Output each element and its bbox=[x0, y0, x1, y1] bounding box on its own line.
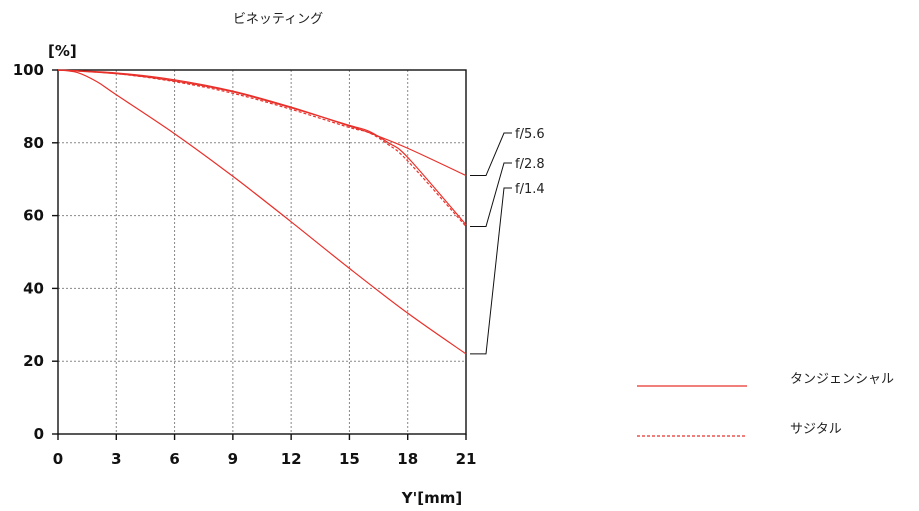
y-tick-label: 60 bbox=[23, 207, 44, 225]
x-tick-label: 15 bbox=[339, 450, 360, 468]
annotation-label: f/5.6 bbox=[515, 127, 545, 142]
series-line-f-5-6-solid bbox=[57, 69, 467, 177]
plot-frame bbox=[57, 69, 467, 435]
annotation-leader-line bbox=[470, 132, 512, 177]
x-tick-labels: 0 3 6 9 12 15 18 21 bbox=[53, 450, 477, 468]
chart-title: ビネッティング bbox=[233, 12, 323, 27]
y-tick-label: 20 bbox=[23, 352, 44, 370]
series-line-f-5-6-dashed bbox=[57, 69, 467, 227]
x-axis-label: Y'[mm] bbox=[401, 489, 462, 507]
series-annotations: f/5.6 f/2.8 f/1.4 bbox=[470, 127, 545, 355]
series-line-f-1-4-solid bbox=[57, 69, 467, 355]
annotation-leader-line bbox=[470, 162, 512, 228]
y-tick-label: 80 bbox=[23, 134, 44, 152]
annotation-label: f/2.8 bbox=[515, 157, 545, 172]
y-tick-label: 0 bbox=[34, 425, 44, 443]
axes bbox=[52, 69, 467, 440]
series-lines bbox=[57, 69, 467, 355]
annotation-label: f/1.4 bbox=[515, 182, 545, 197]
legend-label: タンジェンシャル bbox=[790, 372, 894, 387]
x-tick-label: 0 bbox=[53, 450, 63, 468]
y-tick-label: 100 bbox=[13, 61, 44, 79]
y-tick-label: 40 bbox=[23, 279, 44, 297]
x-tick-label: 21 bbox=[456, 450, 477, 468]
y-axis-unit-label: [%] bbox=[48, 42, 77, 60]
y-tick-labels: 0 20 40 60 80 100 bbox=[13, 61, 44, 443]
legend-label: サジタル bbox=[790, 422, 842, 437]
series-line-f-2-8-solid bbox=[57, 69, 467, 226]
x-tick-label: 18 bbox=[397, 450, 418, 468]
x-tick-label: 9 bbox=[228, 450, 238, 468]
x-tick-label: 6 bbox=[169, 450, 179, 468]
x-tick-label: 12 bbox=[281, 450, 302, 468]
grid bbox=[58, 70, 466, 434]
annotation-leader-line bbox=[470, 187, 512, 355]
x-tick-label: 3 bbox=[111, 450, 121, 468]
